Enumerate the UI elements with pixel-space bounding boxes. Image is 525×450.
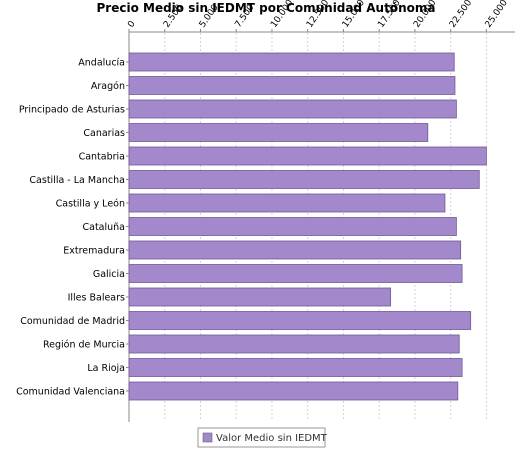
category-label: Extremadura <box>63 246 125 257</box>
bar <box>128 381 459 401</box>
category-label: La Rioja <box>87 363 125 374</box>
legend-box <box>197 427 326 448</box>
legend-label: Valor Medio sin IEDMT <box>216 433 328 444</box>
bar <box>128 287 392 307</box>
bar <box>128 264 463 283</box>
bar <box>128 123 429 142</box>
category-label: Galicia <box>93 269 125 280</box>
bar <box>128 76 456 95</box>
category-label: Comunidad de Madrid <box>20 316 125 327</box>
category-labels: Andalucía Aragón Principado de Asturias Can… <box>16 58 129 398</box>
category-label: Principado de Asturias <box>19 105 125 116</box>
x-tick-label: 22.500 <box>448 0 474 30</box>
chart-title: Precio Medio sin IEDMT por Comunidad Aut… <box>97 1 436 15</box>
category-label: Castilla - La Mancha <box>29 175 125 186</box>
bar <box>128 217 457 236</box>
bar <box>128 311 472 330</box>
category-label: Comunidad Valenciana <box>16 387 125 398</box>
x-tick-label: 0 <box>126 19 138 30</box>
legend-swatch <box>202 432 213 443</box>
bars <box>128 52 487 401</box>
bar <box>128 146 487 166</box>
x-tick-label: 25.000 <box>484 0 510 30</box>
bar <box>128 240 462 260</box>
category-label: Cantabria <box>79 152 125 163</box>
bar <box>128 170 480 189</box>
bar <box>128 358 463 377</box>
category-label: Canarias <box>83 128 125 139</box>
bar <box>128 99 457 119</box>
category-label: Andalucía <box>78 58 125 69</box>
bar <box>128 193 446 213</box>
category-label: Región de Murcia <box>43 340 125 351</box>
category-label: Castilla y León <box>56 199 125 210</box>
bar <box>128 334 460 354</box>
category-label: Illes Balears <box>68 293 125 304</box>
category-label: Aragón <box>91 81 125 92</box>
bar <box>128 52 455 72</box>
category-label: Cataluña <box>82 222 125 233</box>
legend[interactable]: Valor Medio sin IEDMT <box>197 427 328 448</box>
